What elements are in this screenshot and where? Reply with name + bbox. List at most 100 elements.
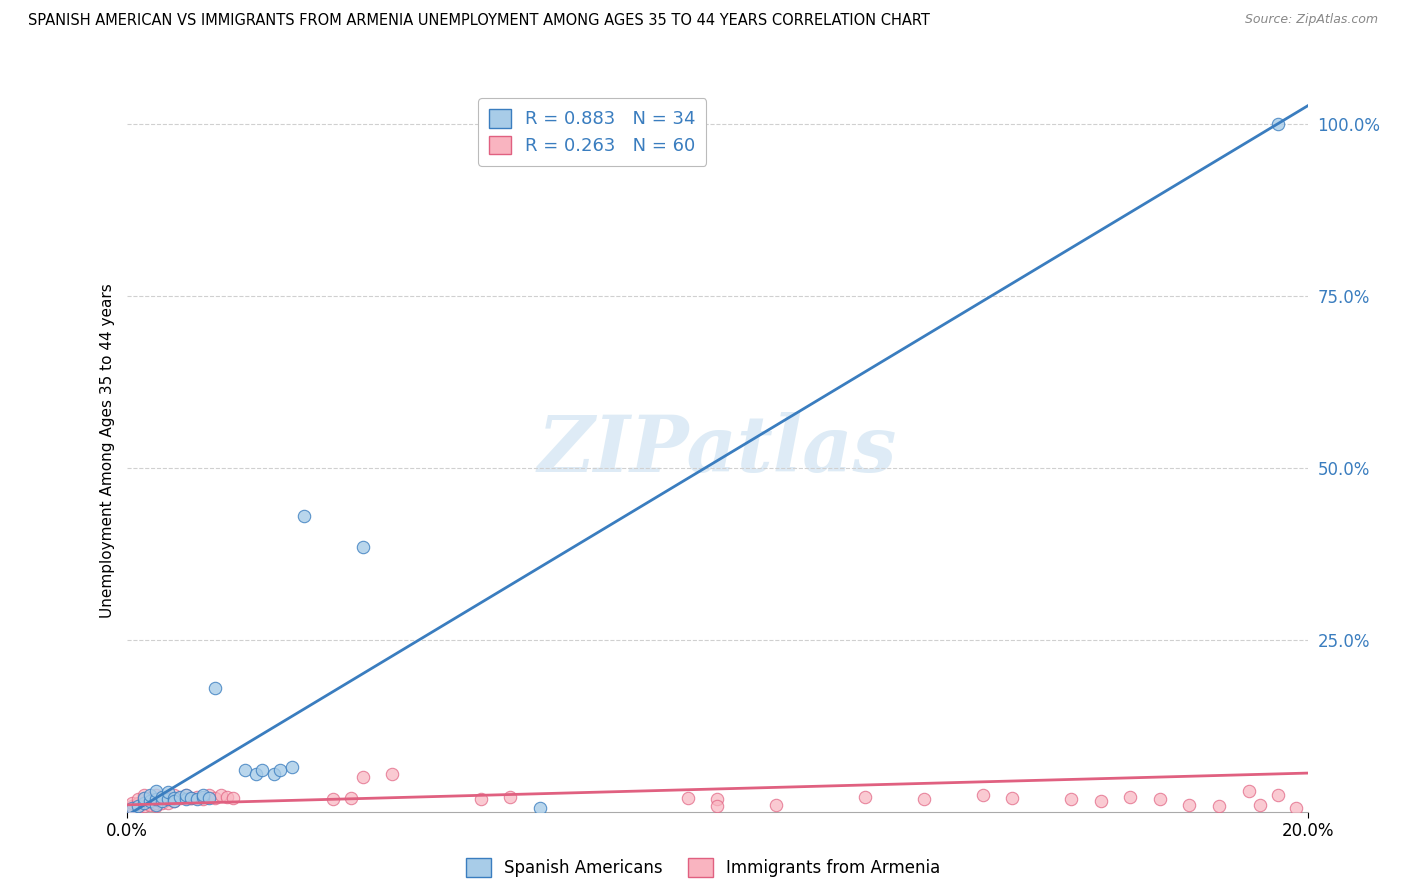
Point [204,681,226,695]
Point [150,792,173,806]
Point [134,788,156,802]
Point [499,789,522,804]
Point [145,797,167,811]
Point [198,791,221,805]
Point [198,788,221,802]
Point [204,791,226,805]
Point [156,792,179,806]
Point [180,791,202,805]
Point [174,788,197,802]
Point [139,788,162,802]
Point [169,791,191,805]
Point [127,797,149,811]
Point [163,788,186,802]
Y-axis label: Unemployment Among Ages 35 to 44 years: Unemployment Among Ages 35 to 44 years [100,283,115,618]
Point [352,540,374,554]
Point [252,764,274,778]
Point [145,792,167,806]
Point [156,785,179,799]
Point [706,799,728,814]
Point [174,792,197,806]
Point [352,770,374,784]
Point [127,801,149,815]
Point [292,508,315,523]
Point [121,797,143,811]
Point [222,791,245,805]
Point [215,789,238,804]
Point [193,789,215,804]
Point [156,797,179,811]
Legend: R = 0.883   N = 34, R = 0.263   N = 60: R = 0.883 N = 34, R = 0.263 N = 60 [478,98,706,166]
Point [381,767,404,781]
Point [139,797,162,812]
Point [1249,797,1271,812]
Point [163,794,186,808]
Point [145,784,167,798]
Point [180,791,202,805]
Point [150,794,173,808]
Point [853,789,876,804]
Point [163,791,186,805]
Legend: Spanish Americans, Immigrants from Armenia: Spanish Americans, Immigrants from Armen… [460,852,946,884]
Point [169,789,191,804]
Point [145,792,167,806]
Point [121,799,143,814]
Point [765,797,787,812]
Point [139,794,162,808]
Point [1237,784,1260,798]
Point [676,791,699,805]
Point [1267,117,1289,131]
Point [281,760,304,774]
Point [1090,794,1112,808]
Point [1178,797,1201,812]
Point [134,791,156,805]
Point [139,791,162,805]
Point [470,792,492,806]
Point [245,767,267,781]
Point [127,792,149,806]
Point [150,797,173,811]
Point [134,797,156,811]
Point [193,788,215,802]
Point [340,791,363,805]
Point [145,797,167,812]
Point [1060,792,1083,806]
Point [174,788,197,802]
Point [529,801,551,815]
Point [145,799,167,814]
Point [150,789,173,804]
Point [233,764,256,778]
Point [127,799,149,814]
Text: Source: ZipAtlas.com: Source: ZipAtlas.com [1244,13,1378,27]
Point [115,803,138,817]
Point [121,801,143,815]
Point [209,788,232,802]
Point [121,801,143,815]
Text: ZIPatlas: ZIPatlas [537,412,897,489]
Point [163,794,186,808]
Point [145,788,167,802]
Point [193,792,215,806]
Point [706,792,728,806]
Text: SPANISH AMERICAN VS IMMIGRANTS FROM ARMENIA UNEMPLOYMENT AMONG AGES 35 TO 44 YEA: SPANISH AMERICAN VS IMMIGRANTS FROM ARME… [28,13,929,29]
Point [322,792,344,806]
Point [269,764,291,778]
Point [263,767,285,781]
Point [1149,792,1171,806]
Point [156,791,179,805]
Point [912,792,935,806]
Point [134,794,156,808]
Point [1119,789,1142,804]
Point [186,789,208,804]
Point [186,792,208,806]
Point [134,799,156,814]
Point [1285,801,1308,815]
Point [1267,788,1289,802]
Point [1001,791,1024,805]
Point [127,799,149,814]
Point [1208,799,1230,814]
Point [134,791,156,805]
Point [972,788,994,802]
Point [139,794,162,808]
Point [134,797,156,811]
